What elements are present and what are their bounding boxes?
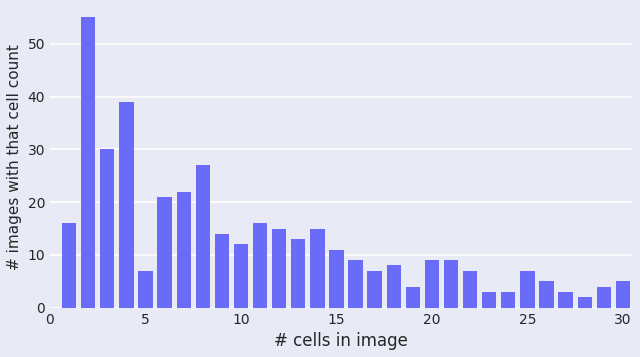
Bar bbox=[387, 266, 401, 308]
Bar bbox=[616, 281, 630, 308]
Bar bbox=[81, 17, 95, 308]
Bar bbox=[501, 292, 515, 308]
Bar bbox=[291, 239, 305, 308]
Bar bbox=[367, 271, 382, 308]
Bar bbox=[177, 192, 191, 308]
Bar bbox=[234, 244, 248, 308]
Bar bbox=[196, 165, 210, 308]
Bar bbox=[214, 234, 229, 308]
Bar bbox=[482, 292, 497, 308]
Bar bbox=[310, 228, 324, 308]
Bar bbox=[62, 223, 76, 308]
Y-axis label: # images with that cell count: # images with that cell count bbox=[7, 44, 22, 270]
Bar bbox=[425, 260, 439, 308]
Bar bbox=[138, 271, 152, 308]
Bar bbox=[100, 149, 115, 308]
Bar bbox=[520, 271, 534, 308]
Bar bbox=[119, 102, 134, 308]
Bar bbox=[157, 197, 172, 308]
Bar bbox=[329, 250, 344, 308]
Bar bbox=[444, 260, 458, 308]
Bar bbox=[463, 271, 477, 308]
Bar bbox=[272, 228, 286, 308]
Bar bbox=[540, 281, 554, 308]
X-axis label: # cells in image: # cells in image bbox=[275, 332, 408, 350]
Bar bbox=[596, 287, 611, 308]
Bar bbox=[253, 223, 268, 308]
Bar bbox=[406, 287, 420, 308]
Bar bbox=[348, 260, 363, 308]
Bar bbox=[559, 292, 573, 308]
Bar bbox=[577, 297, 592, 308]
